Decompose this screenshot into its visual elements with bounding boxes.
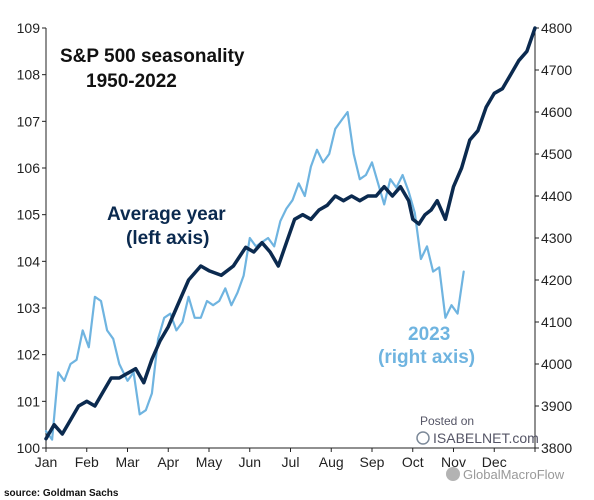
- average-year-line: [44, 26, 537, 441]
- left-tick-label: 100: [17, 440, 41, 456]
- x-tick-label: Jun: [238, 454, 261, 470]
- right-tick-label: 4700: [541, 62, 572, 78]
- left-tick-label: 104: [17, 253, 41, 269]
- series-layer: [44, 26, 537, 441]
- chart-subtitle: 1950-2022: [86, 71, 177, 92]
- x-axis-ticks: Jan Feb Mar Apr May Jun Jul Aug Sep Oct Nov Dec: [35, 448, 536, 470]
- x-tick-label: Feb: [75, 454, 99, 470]
- watermark-posted-on: Posted on: [420, 414, 474, 428]
- watermark: Posted on ISABELNET.com GlobalMacroFlow: [416, 414, 565, 482]
- left-tick-label: 105: [17, 207, 41, 223]
- left-tick-label: 101: [17, 393, 41, 409]
- right-tick-label: 3800: [541, 440, 572, 456]
- chart-title: S&P 500 seasonality: [60, 46, 245, 67]
- right-tick-label: 4100: [541, 314, 572, 330]
- left-tick-label: 106: [17, 160, 41, 176]
- average-year-label: Average year: [107, 204, 226, 225]
- left-tick-label: 102: [17, 347, 41, 363]
- x-tick-label: Apr: [157, 454, 179, 470]
- right-tick-label: 4600: [541, 104, 572, 120]
- left-tick-label: 108: [17, 67, 41, 83]
- x-tick-label: Sep: [360, 454, 385, 470]
- right-tick-label: 3900: [541, 398, 572, 414]
- x-tick-label: Oct: [402, 454, 424, 470]
- x-tick-label: Jul: [282, 454, 300, 470]
- x-tick-label: Mar: [115, 454, 139, 470]
- average-year-axis-label: (left axis): [126, 228, 209, 249]
- series-2023-label: 2023: [408, 324, 450, 345]
- watermark-wechat-name: GlobalMacroFlow: [463, 467, 565, 482]
- right-tick-label: 4300: [541, 230, 572, 246]
- x-tick-label: Jan: [35, 454, 58, 470]
- series-2023-axis-label: (right axis): [378, 347, 475, 368]
- x-tick-label: Nov: [441, 454, 466, 470]
- left-tick-label: 107: [17, 113, 41, 129]
- right-tick-label: 4500: [541, 146, 572, 162]
- watermark-site: ISABELNET.com: [433, 430, 539, 446]
- left-tick-label: 103: [17, 300, 41, 316]
- source-note: source: Goldman Sachs: [4, 488, 119, 499]
- x-tick-label: Aug: [319, 454, 344, 470]
- right-tick-label: 4400: [541, 188, 572, 204]
- left-axis-ticks: 100 101 102 103 104 105 106 107 108 109: [17, 20, 46, 456]
- series-2023-line: [44, 110, 465, 441]
- right-axis-ticks: 3800 3900 4000 4100 4200 4300 4400 4500 4600 4700…: [535, 20, 572, 456]
- right-tick-label: 4000: [541, 356, 572, 372]
- x-tick-label: Dec: [482, 454, 507, 470]
- x-tick-label: May: [196, 454, 222, 470]
- watermark-globe-icon: [416, 431, 430, 445]
- watermark-wechat-icon: [446, 467, 460, 481]
- right-tick-label: 4800: [541, 20, 572, 36]
- right-tick-label: 4200: [541, 272, 572, 288]
- left-tick-label: 109: [17, 20, 41, 36]
